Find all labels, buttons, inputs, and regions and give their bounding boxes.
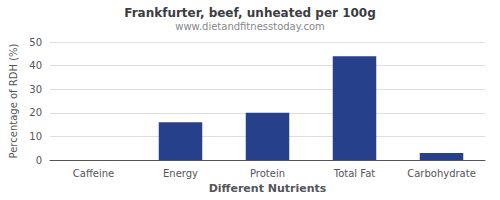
svg-text:Protein: Protein <box>250 168 285 179</box>
svg-text:50: 50 <box>29 37 42 48</box>
svg-text:Different Nutrients: Different Nutrients <box>209 182 327 195</box>
svg-text:Carbohydrate: Carbohydrate <box>407 168 476 179</box>
svg-text:10: 10 <box>29 131 42 142</box>
svg-text:20: 20 <box>29 107 42 118</box>
svg-text:Caffeine: Caffeine <box>73 168 114 179</box>
svg-text:Frankfurter, beef, unheated pe: Frankfurter, beef, unheated per 100g <box>124 6 376 20</box>
svg-text:www.dietandfitnesstoday.com: www.dietandfitnesstoday.com <box>175 21 324 32</box>
svg-text:Total Fat: Total Fat <box>333 168 375 179</box>
svg-text:30: 30 <box>29 84 42 95</box>
svg-text:40: 40 <box>29 60 42 71</box>
svg-text:Energy: Energy <box>163 168 198 179</box>
svg-text:Percentage of RDH (%): Percentage of RDH (%) <box>8 43 19 158</box>
svg-text:0: 0 <box>36 155 42 166</box>
